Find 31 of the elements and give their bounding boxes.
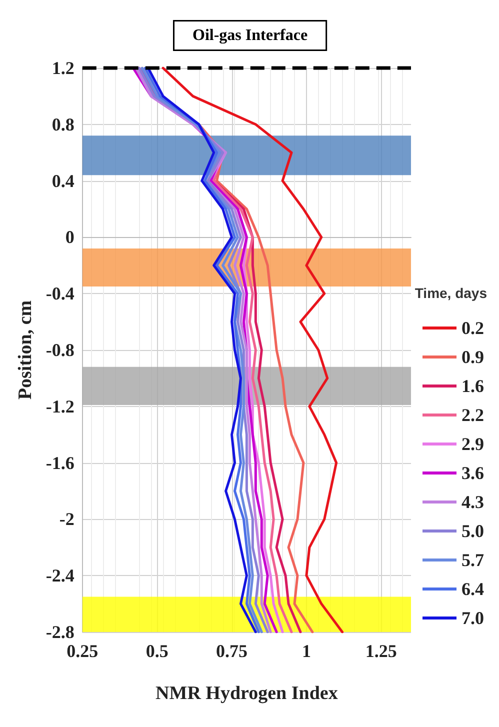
legend-label: 7.0 bbox=[462, 608, 484, 628]
x-tick-label: 0.25 bbox=[66, 641, 98, 661]
legend-label: 4.3 bbox=[462, 492, 484, 512]
y-tick-label: -0.8 bbox=[46, 340, 74, 360]
legend-label: 6.4 bbox=[462, 579, 484, 599]
y-axis-title: Position, cm bbox=[15, 300, 36, 400]
y-tick-label: 1.2 bbox=[52, 58, 74, 78]
y-tick-label: -0.4 bbox=[46, 284, 74, 304]
y-tick-label: -2 bbox=[59, 509, 74, 530]
y-tick-label: 0 bbox=[65, 227, 74, 248]
y-tick-label: -2.8 bbox=[46, 622, 74, 642]
legend-label: 5.7 bbox=[462, 550, 484, 570]
legend-label: 0.9 bbox=[462, 347, 484, 367]
legend-title: Time, days bbox=[414, 285, 488, 301]
x-tick-label: 0.75 bbox=[216, 641, 248, 661]
legend-label: 2.9 bbox=[462, 434, 484, 454]
y-tick-label: -2.4 bbox=[46, 566, 74, 586]
y-tick-label: -1.2 bbox=[46, 396, 74, 416]
y-tick-label: 0.8 bbox=[52, 114, 74, 134]
x-tick-label: 1.25 bbox=[365, 641, 397, 661]
ref-line-label: Oil-gas Interface bbox=[192, 27, 308, 44]
y-tick-label: -1.6 bbox=[46, 452, 74, 473]
legend-label: 1.6 bbox=[462, 376, 484, 396]
x-tick-label: 1 bbox=[302, 641, 311, 661]
legend-label: 2.2 bbox=[462, 405, 484, 425]
legend-label: 5.0 bbox=[462, 521, 484, 541]
x-tick-label: 0.5 bbox=[146, 641, 168, 661]
legend-label: 0.2 bbox=[462, 318, 484, 338]
x-axis-title: NMR Hydrogen Index bbox=[156, 683, 338, 704]
legend-label: 3.6 bbox=[462, 463, 484, 483]
y-tick-label: 0.4 bbox=[52, 170, 74, 191]
